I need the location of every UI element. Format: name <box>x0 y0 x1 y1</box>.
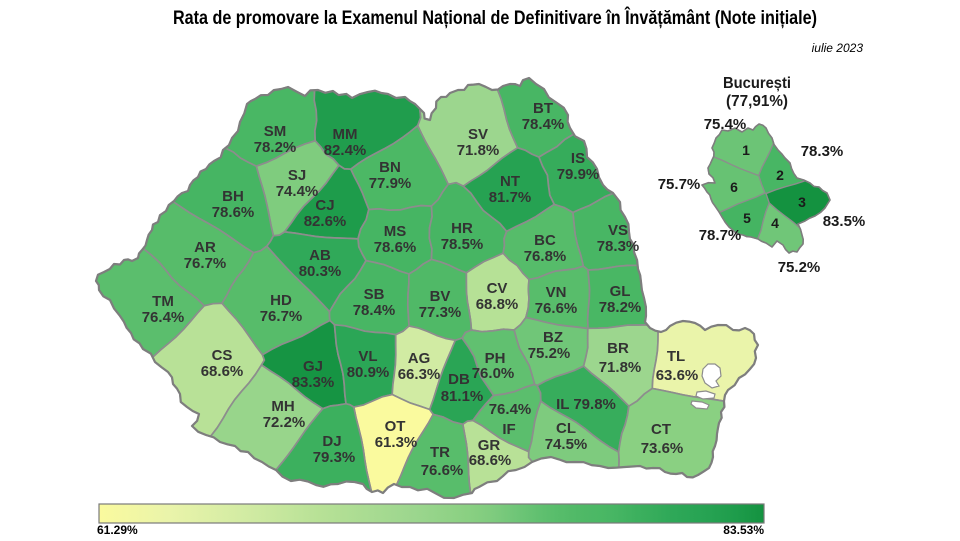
svg-text:BV: BV <box>430 288 451 305</box>
svg-text:BC: BC <box>534 232 556 249</box>
svg-text:CT: CT <box>651 421 671 438</box>
svg-text:77.9%: 77.9% <box>369 175 412 192</box>
svg-text:73.6%: 73.6% <box>641 440 684 457</box>
svg-text:78.2%: 78.2% <box>599 299 642 316</box>
svg-text:TR: TR <box>430 444 450 461</box>
svg-text:MM: MM <box>333 126 358 143</box>
svg-text:BT: BT <box>533 100 553 117</box>
svg-text:TM: TM <box>152 293 174 310</box>
svg-text:78.3%: 78.3% <box>597 238 640 255</box>
svg-text:PH: PH <box>485 350 506 367</box>
svg-text:CV: CV <box>487 280 508 297</box>
svg-text:74.4%: 74.4% <box>276 183 319 200</box>
svg-text:AG: AG <box>408 350 431 367</box>
svg-text:75.2%: 75.2% <box>778 259 821 276</box>
svg-text:76.0%: 76.0% <box>472 365 515 382</box>
svg-text:81.1%: 81.1% <box>441 388 484 405</box>
svg-text:MH: MH <box>271 398 294 415</box>
svg-text:72.2%: 72.2% <box>263 414 306 431</box>
svg-text:MS: MS <box>384 223 407 240</box>
svg-text:78.3%: 78.3% <box>801 143 844 160</box>
svg-text:(77,91%): (77,91%) <box>726 93 788 110</box>
svg-text:78.7%: 78.7% <box>699 227 742 244</box>
svg-text:68.8%: 68.8% <box>476 296 519 313</box>
svg-text:68.6%: 68.6% <box>201 363 244 380</box>
svg-text:71.8%: 71.8% <box>599 359 642 376</box>
svg-text:74.5%: 74.5% <box>545 436 588 453</box>
svg-text:66.3%: 66.3% <box>398 366 441 383</box>
svg-text:AB: AB <box>309 247 331 264</box>
svg-text:76.4%: 76.4% <box>142 309 185 326</box>
svg-text:1: 1 <box>742 142 750 158</box>
svg-text:CL: CL <box>556 420 576 437</box>
svg-text:OT: OT <box>385 418 406 435</box>
svg-text:SJ: SJ <box>288 167 306 184</box>
svg-text:82.6%: 82.6% <box>304 213 347 230</box>
svg-text:78.5%: 78.5% <box>441 236 484 253</box>
svg-text:IL 79.8%: IL 79.8% <box>556 396 616 413</box>
svg-text:76.4%: 76.4% <box>489 401 532 418</box>
svg-text:61.3%: 61.3% <box>375 434 418 451</box>
svg-text:HR: HR <box>451 220 473 237</box>
svg-text:78.4%: 78.4% <box>353 302 396 319</box>
svg-text:GJ: GJ <box>303 358 323 375</box>
svg-text:78.4%: 78.4% <box>522 116 565 133</box>
svg-text:HD: HD <box>270 292 292 309</box>
svg-text:77.3%: 77.3% <box>419 304 462 321</box>
svg-text:63.6%: 63.6% <box>656 367 699 384</box>
svg-text:4: 4 <box>771 215 779 231</box>
svg-text:68.6%: 68.6% <box>469 452 512 469</box>
svg-text:IF: IF <box>502 421 515 438</box>
svg-text:BR: BR <box>607 340 629 357</box>
svg-text:80.3%: 80.3% <box>299 263 342 280</box>
svg-text:79.9%: 79.9% <box>557 166 600 183</box>
svg-text:iulie 2023: iulie 2023 <box>812 41 864 55</box>
svg-text:București: București <box>723 75 791 92</box>
svg-text:61.29%: 61.29% <box>97 523 138 536</box>
svg-text:5: 5 <box>743 210 751 226</box>
svg-text:76.8%: 76.8% <box>524 248 567 265</box>
svg-text:VL: VL <box>358 348 377 365</box>
svg-text:78.2%: 78.2% <box>254 139 297 156</box>
svg-text:75.4%: 75.4% <box>704 116 747 133</box>
svg-text:DJ: DJ <box>322 433 341 450</box>
svg-text:6: 6 <box>730 179 738 195</box>
svg-text:80.9%: 80.9% <box>347 364 390 381</box>
svg-text:VS: VS <box>608 222 628 239</box>
svg-text:GL: GL <box>610 283 631 300</box>
svg-text:3: 3 <box>798 194 806 210</box>
svg-text:TL: TL <box>667 348 685 365</box>
svg-text:SV: SV <box>468 126 488 143</box>
svg-text:76.7%: 76.7% <box>184 255 227 272</box>
svg-text:BZ: BZ <box>543 329 563 346</box>
svg-text:76.6%: 76.6% <box>421 462 464 479</box>
svg-text:2: 2 <box>776 167 784 183</box>
svg-text:CS: CS <box>212 347 233 364</box>
svg-text:NT: NT <box>500 173 520 190</box>
svg-text:AR: AR <box>194 239 216 256</box>
svg-text:BH: BH <box>222 188 244 205</box>
svg-text:75.7%: 75.7% <box>658 176 701 193</box>
svg-text:76.6%: 76.6% <box>535 300 578 317</box>
svg-text:SM: SM <box>264 123 287 140</box>
svg-text:78.6%: 78.6% <box>374 239 417 256</box>
svg-text:81.7%: 81.7% <box>489 189 532 206</box>
svg-text:71.8%: 71.8% <box>457 142 500 159</box>
svg-text:VN: VN <box>546 284 567 301</box>
svg-text:Rata de promovare la Examenul: Rata de promovare la Examenul Național d… <box>173 7 817 29</box>
svg-text:79.3%: 79.3% <box>313 449 356 466</box>
svg-text:SB: SB <box>364 286 385 303</box>
svg-text:GR: GR <box>478 437 501 454</box>
svg-text:IS: IS <box>571 150 585 167</box>
svg-text:83.53%: 83.53% <box>723 523 764 536</box>
svg-text:83.3%: 83.3% <box>292 374 335 391</box>
svg-text:82.4%: 82.4% <box>324 142 367 159</box>
svg-text:83.5%: 83.5% <box>823 213 866 230</box>
svg-text:BN: BN <box>379 159 401 176</box>
svg-text:78.6%: 78.6% <box>212 204 255 221</box>
svg-text:75.2%: 75.2% <box>528 345 571 362</box>
svg-text:76.7%: 76.7% <box>260 308 303 325</box>
svg-text:CJ: CJ <box>315 197 334 214</box>
svg-text:DB: DB <box>448 371 470 388</box>
